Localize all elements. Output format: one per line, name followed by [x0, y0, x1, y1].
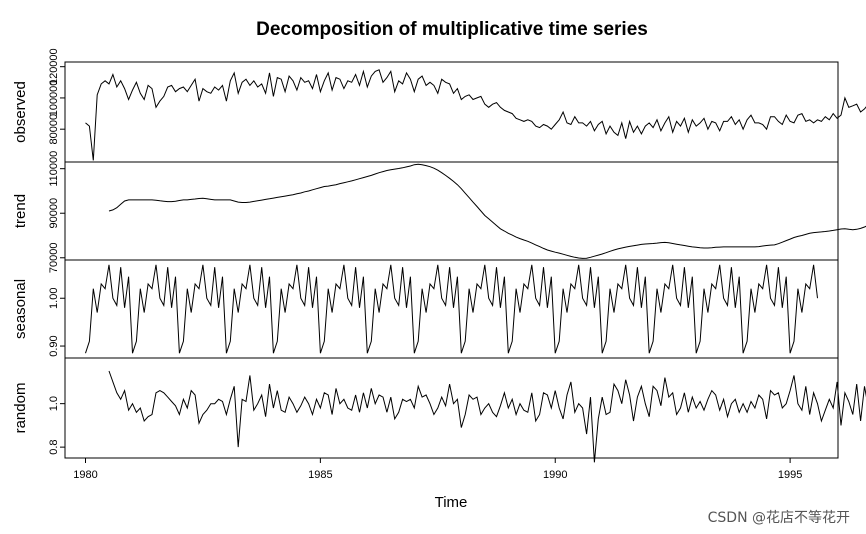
chart-title: Decomposition of multiplicative time ser… — [256, 19, 648, 40]
series-line-observed — [85, 69, 866, 161]
y-tick-label-observed: 80000 — [48, 114, 60, 145]
y-axis-label-random: random — [12, 383, 29, 434]
y-tick-label-random: 1.0 — [48, 396, 60, 411]
x-tick-label: 1985 — [308, 469, 332, 481]
y-tick-label-random: 0.8 — [48, 439, 60, 454]
panel-frame-random — [64, 357, 839, 459]
series-line-trend — [108, 163, 866, 259]
y-tick-label-observed: 100000 — [48, 80, 60, 117]
y-tick-label-observed: 120000 — [48, 48, 60, 85]
series-line-seasonal — [85, 264, 818, 354]
panel-frame-observed — [64, 61, 839, 163]
panel-frame-trend — [64, 161, 839, 261]
panel-random: 0.8 1.0 random — [12, 357, 866, 463]
series-line-random — [108, 370, 866, 463]
panel-seasonal: 0.90 1.00 seasonal — [12, 259, 839, 359]
panel-frame-seasonal — [64, 259, 839, 359]
x-axis-label: Time — [435, 494, 468, 511]
y-axis-label-seasonal: seasonal — [12, 279, 29, 339]
x-tick-label: 1990 — [543, 469, 567, 481]
x-axis: 1980 1985 1990 1995 — [73, 458, 802, 481]
x-tick-label: 1995 — [778, 469, 802, 481]
y-axis-label-observed: observed — [12, 81, 29, 143]
y-tick-label-trend: 90000 — [48, 198, 60, 229]
y-tick-label-seasonal: 0.90 — [48, 335, 60, 356]
y-axis-label-trend: trend — [12, 194, 29, 228]
panel-trend: 70000 90000 110000 trend — [12, 151, 866, 273]
x-tick-label: 1980 — [73, 469, 97, 481]
y-tick-label-seasonal: 1.00 — [48, 288, 60, 309]
y-tick-label-trend: 110000 — [48, 151, 60, 187]
y-tick-label-trend: 70000 — [48, 242, 60, 273]
watermark: CSDN @花店不等花开 — [708, 509, 850, 526]
